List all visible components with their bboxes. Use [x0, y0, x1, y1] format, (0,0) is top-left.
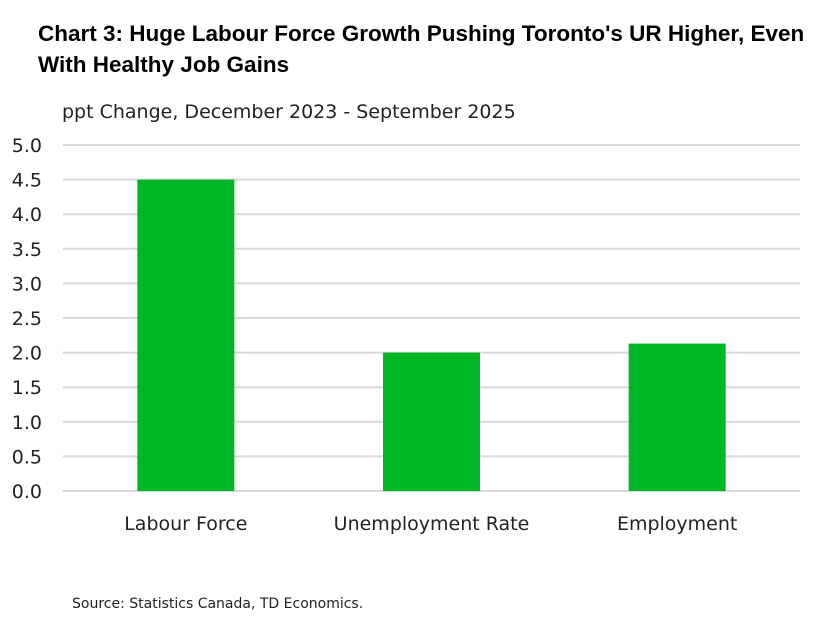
chart-subtitle: ppt Change, December 2023 - September 20… [62, 101, 516, 123]
y-tick-label: 4.5 [12, 170, 42, 192]
x-tick-label: Employment [617, 513, 737, 535]
y-tick-label: 0.0 [12, 481, 42, 503]
bar-unemployment-rate [383, 352, 480, 491]
y-tick-label: 1.5 [12, 377, 42, 399]
y-tick-label: 3.0 [12, 273, 42, 295]
y-tick-label: 4.0 [12, 204, 42, 226]
bar-employment [628, 343, 726, 491]
y-tick-label: 2.0 [12, 343, 42, 365]
y-tick-label: 2.5 [12, 308, 42, 330]
bar-labour-force [137, 179, 235, 491]
y-tick-label: 5.0 [12, 135, 42, 157]
y-tick-label: 1.0 [12, 412, 42, 434]
chart-title: Chart 3: Huge Labour Force Growth Pushin… [38, 21, 805, 77]
y-tick-label: 0.5 [12, 446, 42, 468]
source-note: Source: Statistics Canada, TD Economics. [72, 596, 364, 612]
x-tick-label: Labour Force [124, 513, 247, 535]
y-tick-label: 3.5 [12, 239, 42, 261]
x-tick-label: Unemployment Rate [334, 513, 530, 535]
